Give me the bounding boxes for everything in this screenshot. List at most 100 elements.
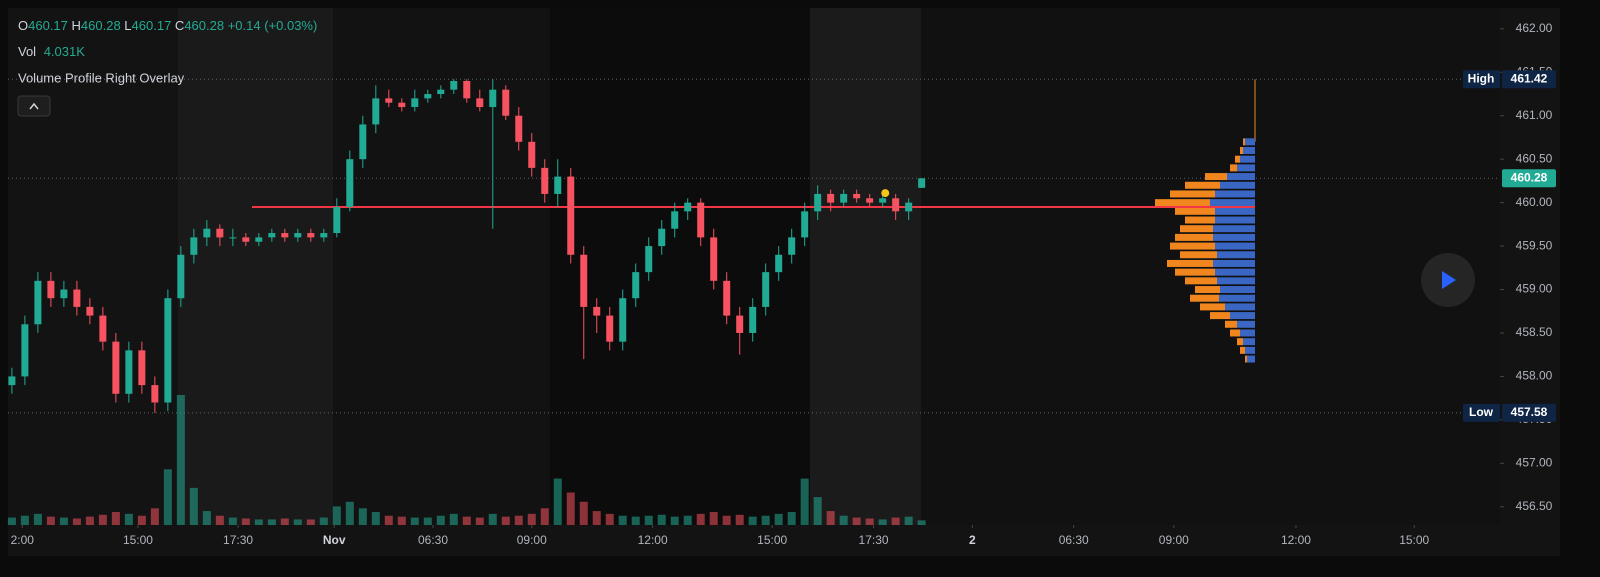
candle-body	[229, 237, 237, 239]
collapse-icon[interactable]	[29, 102, 39, 110]
profile-down	[1215, 216, 1255, 224]
ohlc-value: 460.17	[28, 18, 68, 33]
x-tick-label: 09:00	[517, 533, 547, 547]
last-price-badge-label: 460.28	[1511, 170, 1548, 184]
volume-bar	[579, 501, 588, 525]
candle-body	[684, 202, 692, 212]
volume-bar	[605, 513, 614, 525]
candle-body	[99, 315, 107, 342]
volume-bar	[319, 517, 328, 525]
volume-bar	[124, 513, 133, 525]
profile-down	[1243, 147, 1255, 155]
volume-bar	[306, 519, 315, 525]
play-button[interactable]	[1421, 253, 1475, 307]
volume-bar	[813, 497, 822, 525]
volume-bar	[371, 512, 380, 525]
candle-body	[515, 115, 523, 142]
volume-bar	[761, 515, 770, 525]
y-tick-label: 459.50	[1516, 238, 1553, 252]
high-tag	[1463, 70, 1500, 89]
volume-bar	[215, 515, 224, 525]
candle-body	[177, 254, 185, 299]
candle-body	[541, 167, 549, 194]
profile-down	[1237, 164, 1255, 172]
y-tick-label: 459.00	[1516, 282, 1553, 296]
volume-bar	[787, 512, 796, 525]
profile-down	[1213, 259, 1255, 267]
candle-body	[47, 280, 55, 299]
low-badge	[1502, 403, 1556, 422]
candle-body	[73, 289, 81, 307]
ohlc-label: C	[175, 18, 184, 33]
candle-body	[593, 306, 601, 316]
candle-body	[489, 89, 497, 108]
play-icon[interactable]	[1442, 271, 1456, 289]
candle-body	[840, 193, 848, 203]
volume-bar	[111, 512, 120, 525]
volume-bar	[670, 516, 679, 525]
last-price-badge	[1502, 169, 1556, 188]
volume-bar	[826, 511, 835, 525]
profile-up	[1155, 199, 1210, 207]
collapse-button[interactable]	[17, 95, 51, 117]
change: +0.14 (+0.03%)	[228, 18, 318, 33]
session-band	[178, 8, 333, 525]
volume-bar	[241, 518, 250, 525]
candle-body	[528, 141, 536, 168]
volume-bar	[722, 515, 731, 525]
candle-body	[450, 80, 458, 90]
candle-body	[697, 202, 705, 238]
volume-bar	[657, 514, 666, 525]
event-marker	[881, 189, 890, 198]
candle-body	[827, 193, 835, 203]
volume-bar	[488, 513, 497, 525]
profile-up	[1230, 329, 1240, 337]
profile-down	[1220, 286, 1255, 294]
candle-body	[346, 159, 354, 207]
candle-body	[268, 233, 276, 238]
candle-body	[710, 237, 718, 281]
overlay-layer: 456.50457.00457.50458.00458.50459.00459.…	[11, 21, 1556, 547]
volume-bar	[449, 513, 458, 525]
profile-down	[1215, 268, 1255, 276]
ohlc-label: O	[18, 18, 28, 33]
collapse-button-frame[interactable]	[17, 95, 51, 117]
profile-down	[1237, 320, 1255, 328]
profile-down	[1219, 294, 1255, 302]
volume-bar	[280, 518, 289, 525]
y-tick-label: 460.00	[1516, 195, 1553, 209]
volume-bar	[436, 515, 445, 525]
candle-body	[307, 233, 315, 238]
x-tick-label: 06:30	[418, 533, 448, 547]
candle-body	[671, 211, 679, 229]
volume-bar	[228, 517, 237, 525]
volume-value: 4.031K	[44, 44, 86, 59]
volume-bar	[410, 517, 419, 525]
volume-bar	[462, 516, 471, 525]
ohlc-legend: O460.17 H460.28 L460.17 C460.28 +0.14 (+…	[18, 18, 317, 33]
volume-bar	[332, 506, 341, 525]
volume-bar	[98, 514, 107, 525]
profile-up	[1167, 259, 1213, 267]
profile-up	[1190, 294, 1219, 302]
x-tick-label: 15:00	[757, 533, 787, 547]
volume-bar	[150, 508, 159, 525]
volume-bar	[384, 515, 393, 525]
x-tick-label: 12:00	[638, 533, 668, 547]
volume-bar	[748, 516, 757, 525]
profile-up	[1240, 346, 1245, 354]
indicator-title: Volume Profile Right Overlay	[18, 70, 185, 85]
candle-body	[21, 324, 29, 377]
volume-bar	[345, 501, 354, 525]
candle-body	[151, 385, 159, 403]
candle-body	[580, 254, 588, 307]
candle-body	[619, 298, 627, 342]
volume-bar	[72, 518, 81, 525]
low-tag	[1463, 403, 1500, 422]
candle-body	[60, 289, 68, 299]
x-tick-label: 12:00	[1281, 533, 1311, 547]
profile-down	[1225, 303, 1255, 311]
volume-bar	[644, 515, 653, 525]
candle-body	[164, 298, 172, 403]
